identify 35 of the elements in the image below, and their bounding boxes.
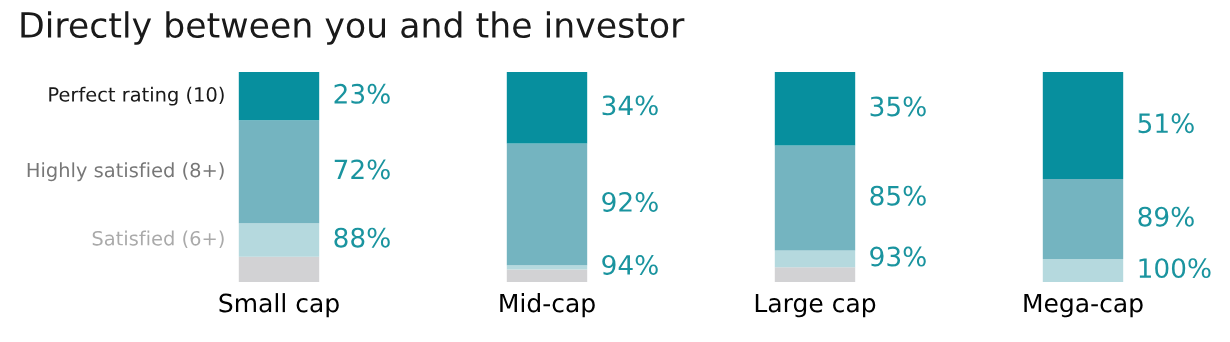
x-tick-label: Large cap xyxy=(755,293,876,318)
annotation: 23% xyxy=(334,83,390,104)
series-label: Satisfied (6+) xyxy=(92,230,224,248)
series-label: Perfect rating (10) xyxy=(49,86,224,106)
annotation: 51% xyxy=(1138,113,1194,134)
bar xyxy=(774,250,856,268)
bar xyxy=(238,256,320,282)
bar xyxy=(506,269,588,282)
x-tick-label: Mega-cap xyxy=(1024,293,1143,318)
bar xyxy=(506,143,588,266)
x-tick-label: Small cap xyxy=(219,293,339,318)
series-label: Highly satisfied (8+) xyxy=(27,162,224,182)
bar xyxy=(506,72,588,144)
x-tick-label: Mid-cap xyxy=(500,293,595,318)
bar xyxy=(774,145,856,251)
annotation: 85% xyxy=(870,185,926,206)
bar xyxy=(238,120,320,224)
annotation: 94% xyxy=(602,255,658,275)
bar xyxy=(1042,72,1124,180)
annotation: 88% xyxy=(334,227,390,248)
annotation: 93% xyxy=(870,246,926,267)
annotation: 100% xyxy=(1139,258,1211,279)
annotation: 89% xyxy=(1138,206,1194,227)
bar xyxy=(774,267,856,282)
bar xyxy=(238,72,320,121)
bar xyxy=(238,223,320,257)
chart-title: Directly between you and the investor xyxy=(21,11,685,45)
bar xyxy=(774,72,856,146)
annotation: 72% xyxy=(334,159,390,180)
bar xyxy=(506,265,588,270)
annotation: 92% xyxy=(602,192,658,212)
bar xyxy=(1042,258,1124,282)
bar xyxy=(1042,179,1124,259)
annotation: 35% xyxy=(870,96,926,117)
annotation: 34% xyxy=(602,95,658,116)
